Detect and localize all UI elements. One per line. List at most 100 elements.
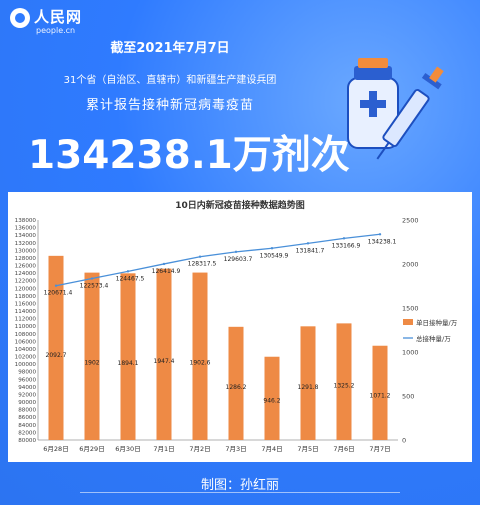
date-heading: 截至2021年7月7日 [110, 41, 230, 56]
left-tick-label: 104000 [15, 347, 37, 353]
category-label: 6月30日 [115, 445, 140, 453]
syringe-icon [376, 66, 444, 160]
line-point [378, 233, 382, 236]
left-tick-label: 114000 [15, 309, 37, 315]
vaccine-vial-icon [347, 58, 399, 149]
left-tick-label: 120000 [15, 286, 37, 292]
bar [228, 326, 244, 440]
bar-value-label: 1325.2 [334, 383, 355, 390]
bar [336, 323, 352, 440]
bar-value-label: 2092.7 [46, 352, 67, 359]
bar [372, 345, 388, 440]
line-value-label: 131841.7 [296, 247, 325, 254]
category-label: 7月4日 [261, 445, 282, 453]
right-tick-label: 0 [402, 437, 406, 445]
left-tick-label: 124000 [15, 271, 37, 277]
bar [84, 272, 100, 440]
left-tick-label: 98000 [18, 370, 36, 376]
category-label: 7月6日 [333, 445, 354, 453]
line-point [342, 237, 346, 240]
left-tick-label: 88000 [18, 408, 36, 414]
line-value-label: 126414.9 [152, 268, 181, 275]
left-tick-label: 100000 [15, 362, 37, 368]
bar [192, 272, 208, 440]
legend-bar-swatch [403, 319, 413, 325]
bar [300, 326, 316, 440]
category-label: 7月7日 [369, 445, 390, 453]
bar-value-label: 1894.1 [118, 360, 139, 367]
category-label: 7月1日 [153, 445, 174, 453]
right-tick-label: 1500 [402, 305, 419, 313]
left-tick-label: 92000 [18, 392, 36, 398]
bar [120, 273, 136, 440]
line-value-label: 120671.4 [44, 290, 73, 297]
left-tick-label: 116000 [15, 301, 37, 307]
total-line [55, 233, 381, 287]
right-tick-label: 500 [402, 393, 414, 401]
legend-bar-label: 单日接种量/万 [416, 318, 458, 327]
credit-divider [80, 492, 400, 493]
left-tick-label: 110000 [15, 324, 37, 330]
total-doses-figure: 134238.1万剂次 [28, 133, 350, 178]
left-tick-label: 130000 [15, 248, 37, 254]
bar-value-label: 1071.2 [370, 393, 391, 400]
bar-value-label: 1947.4 [154, 358, 175, 365]
category-label: 6月29日 [79, 445, 104, 453]
people-cn-logo: 人民网 people.cn [10, 6, 82, 35]
left-tick-label: 86000 [18, 415, 36, 421]
left-tick-label: 134000 [15, 233, 37, 239]
left-tick-label: 90000 [18, 400, 36, 406]
line-point [54, 284, 58, 287]
left-tick-label: 80000 [18, 438, 36, 444]
vaccine-syringe-illustration [347, 58, 444, 160]
bar [156, 268, 172, 440]
line-point [126, 270, 130, 273]
chart-title: 10日内新冠疫苗接种数据趋势图 [175, 201, 305, 211]
line-point [90, 277, 94, 280]
category-label: 7月3日 [225, 445, 246, 453]
left-tick-label: 102000 [15, 355, 37, 361]
line-point [162, 262, 166, 266]
line-value-label: 129603.7 [224, 256, 253, 263]
line-point [270, 247, 274, 250]
line-value-label: 133166.9 [332, 242, 361, 249]
left-tick-label: 96000 [18, 377, 36, 383]
left-tick-label: 136000 [15, 226, 37, 232]
bar-value-label: 1902 [84, 360, 99, 367]
line-point [234, 250, 238, 254]
bar-value-label: 1286.2 [226, 384, 247, 391]
bar [264, 356, 280, 440]
bar-value-label: 1291.8 [298, 384, 319, 391]
left-tick-label: 132000 [15, 241, 37, 247]
region-subheading: 31个省（自治区、直辖市）和新疆生产建设兵团 [63, 75, 277, 86]
line-value-label: 122573.4 [80, 283, 109, 290]
line-point [306, 242, 310, 245]
left-tick-label: 84000 [18, 423, 36, 429]
left-tick-label: 106000 [15, 339, 37, 345]
bar [48, 255, 64, 440]
right-tick-label: 2500 [402, 217, 419, 225]
logo-url: people.cn [36, 26, 76, 35]
vaccination-subheading: 累计报告接种新冠病毒疫苗 [85, 98, 254, 113]
left-tick-label: 112000 [15, 317, 37, 323]
left-tick-label: 94000 [18, 385, 36, 391]
line-value-label: 128317.5 [188, 261, 217, 268]
chart-card: 10日内新冠疫苗接种数据趋势图 80000 82000 84000 86000 8800… [8, 192, 472, 462]
credit-text: 制图：孙红丽 [200, 478, 279, 493]
category-label: 6月28日 [43, 445, 68, 453]
bar-value-label: 1902.6 [190, 360, 211, 367]
left-tick-label: 82000 [18, 430, 36, 436]
line-value-label: 134238.1 [368, 238, 397, 245]
category-label: 7月2日 [189, 445, 210, 453]
bar-value-label: 946.2 [263, 398, 280, 405]
line-value-label: 124467.5 [116, 275, 145, 282]
logo-text: 人民网 [34, 8, 83, 26]
left-tick-label: 122000 [15, 279, 37, 285]
left-tick-label: 128000 [15, 256, 37, 262]
category-label: 7月5日 [297, 445, 318, 453]
right-tick-label: 2000 [402, 261, 419, 269]
line-point [198, 255, 202, 258]
line-value-label: 130549.9 [260, 252, 289, 259]
left-tick-label: 138000 [15, 218, 37, 224]
